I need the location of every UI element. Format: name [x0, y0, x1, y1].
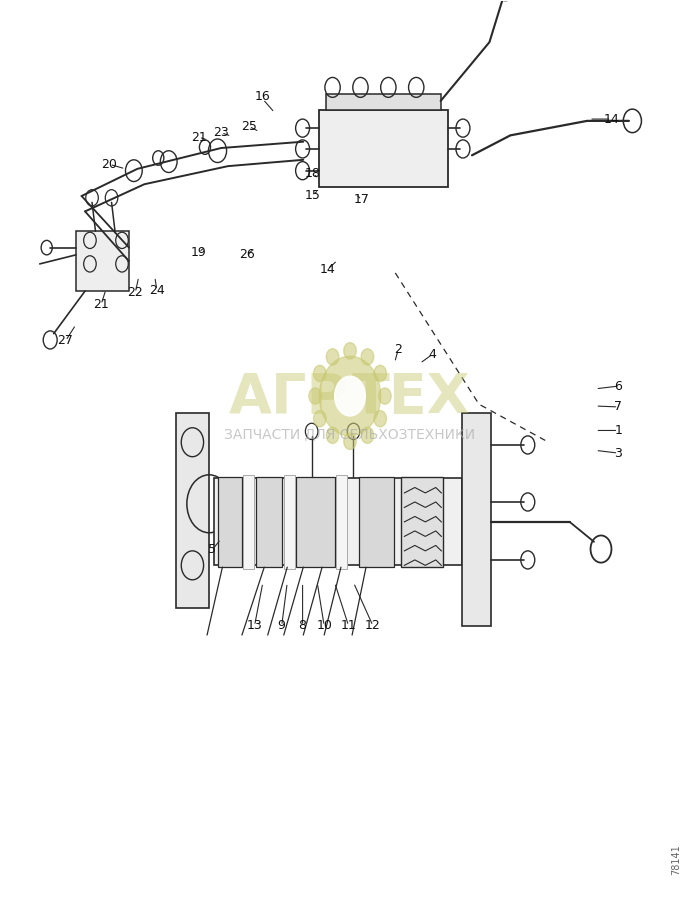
Text: 21: 21 — [191, 131, 206, 143]
Bar — [244, 475, 255, 569]
Text: 26: 26 — [239, 249, 255, 262]
Bar — [359, 477, 394, 568]
Bar — [176, 413, 209, 607]
Circle shape — [361, 427, 374, 443]
Bar — [336, 475, 347, 569]
Circle shape — [326, 349, 339, 365]
Text: 25: 25 — [241, 120, 257, 133]
Circle shape — [344, 433, 356, 449]
Bar — [401, 477, 442, 568]
Circle shape — [314, 410, 326, 427]
Circle shape — [326, 427, 339, 443]
Text: 78141: 78141 — [671, 844, 681, 875]
Text: 8: 8 — [299, 619, 307, 633]
Circle shape — [335, 376, 365, 416]
Text: 17: 17 — [354, 193, 370, 206]
Text: 20: 20 — [102, 158, 118, 171]
Text: 18: 18 — [305, 167, 321, 180]
Circle shape — [344, 342, 356, 359]
Text: 21: 21 — [93, 298, 109, 311]
Text: 10: 10 — [316, 619, 332, 633]
Text: 11: 11 — [341, 619, 356, 633]
Text: 16: 16 — [255, 90, 271, 103]
Bar — [296, 477, 335, 568]
Text: 27: 27 — [57, 334, 74, 348]
Text: 24: 24 — [149, 283, 164, 297]
Circle shape — [319, 356, 381, 436]
Text: 4: 4 — [428, 348, 436, 360]
Text: 13: 13 — [246, 619, 262, 633]
Text: АГР: АГР — [229, 370, 348, 425]
Text: 22: 22 — [127, 286, 143, 300]
Circle shape — [374, 410, 386, 427]
Text: 5: 5 — [208, 544, 216, 557]
Text: 3: 3 — [615, 447, 622, 459]
Bar — [461, 413, 491, 626]
Bar — [318, 110, 447, 187]
Text: ЗАПЧАСТИ ДЛЯ СЕЛЬХОЗТЕХНИКИ: ЗАПЧАСТИ ДЛЯ СЕЛЬХОЗТЕХНИКИ — [225, 427, 475, 441]
Circle shape — [379, 388, 391, 404]
Text: 7: 7 — [615, 400, 622, 413]
Bar — [284, 475, 295, 569]
Circle shape — [361, 349, 374, 365]
Text: 14: 14 — [603, 113, 620, 125]
Circle shape — [314, 365, 326, 381]
Text: 23: 23 — [213, 126, 229, 139]
Bar — [214, 479, 461, 566]
Text: 9: 9 — [278, 619, 286, 633]
Text: 2: 2 — [394, 343, 402, 357]
Text: ТЕХ: ТЕХ — [352, 370, 470, 425]
Circle shape — [309, 388, 321, 404]
Text: 15: 15 — [305, 189, 321, 202]
Text: 6: 6 — [615, 380, 622, 392]
Bar — [326, 94, 440, 110]
Text: 14: 14 — [320, 262, 335, 276]
Circle shape — [374, 365, 386, 381]
Bar — [218, 477, 242, 568]
Text: 19: 19 — [191, 246, 206, 259]
Bar — [256, 477, 282, 568]
Bar — [76, 232, 129, 291]
Text: 1: 1 — [615, 424, 622, 437]
Text: 12: 12 — [365, 619, 381, 633]
